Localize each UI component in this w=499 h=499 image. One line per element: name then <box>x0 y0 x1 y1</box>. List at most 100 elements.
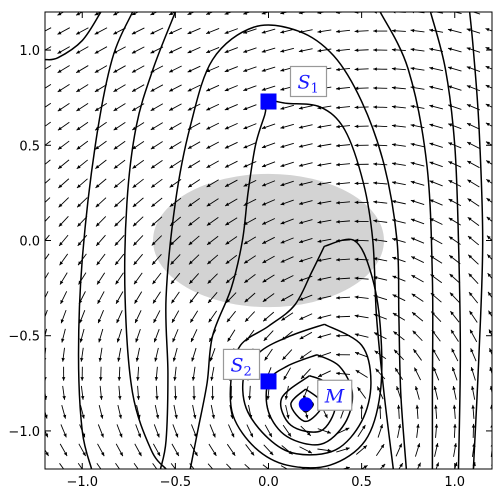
field-arrow <box>433 385 439 400</box>
field-arrow <box>467 198 480 207</box>
field-arrow <box>134 291 143 304</box>
field-arrow <box>243 255 256 264</box>
field-arrow <box>485 103 492 108</box>
field-arrow <box>469 310 478 323</box>
field-arrow <box>317 219 332 224</box>
field-arrow <box>391 143 406 147</box>
field-arrow <box>317 48 332 53</box>
field-arrow <box>206 84 220 92</box>
field-arrow <box>210 366 215 381</box>
field-arrow <box>132 197 144 208</box>
field-arrow <box>224 28 238 34</box>
field-arrow <box>206 122 220 130</box>
point-label: M <box>317 379 353 411</box>
field-arrow <box>466 141 480 149</box>
field-arrow <box>151 235 163 246</box>
field-arrow <box>57 65 70 74</box>
field-arrow <box>45 429 49 438</box>
y-tick-label: 0.0 <box>19 235 40 250</box>
field-arrow <box>317 238 332 243</box>
field-arrow <box>136 366 140 381</box>
field-arrow <box>243 12 252 15</box>
field-arrow <box>262 464 270 469</box>
field-arrow <box>486 254 492 261</box>
field-arrow <box>411 311 424 322</box>
field-arrow <box>280 218 294 225</box>
field-arrow <box>453 442 458 457</box>
field-arrow <box>135 347 140 362</box>
field-arrow <box>317 143 332 148</box>
field-arrow <box>45 234 50 242</box>
field-arrow <box>391 200 406 205</box>
field-arrow <box>373 181 388 185</box>
field-arrow <box>57 121 70 131</box>
field-arrow <box>375 443 385 457</box>
field-arrow <box>471 404 475 419</box>
field-arrow <box>76 159 88 170</box>
field-arrow <box>448 161 462 168</box>
field-arrow <box>489 366 492 376</box>
field-arrow <box>113 122 126 131</box>
field-arrow <box>410 180 425 186</box>
field-arrow <box>280 256 294 263</box>
field-arrow <box>354 238 369 243</box>
field-arrow <box>394 367 403 380</box>
field-arrow <box>261 123 276 130</box>
field-arrow <box>341 466 350 469</box>
field-arrow <box>191 366 196 381</box>
field-arrow <box>244 311 256 323</box>
field-arrow <box>299 331 313 340</box>
field-arrow <box>391 181 406 186</box>
field-arrow <box>60 309 67 324</box>
field-arrow <box>131 46 145 54</box>
field-arrow <box>486 178 492 184</box>
field-arrow <box>115 463 121 469</box>
field-arrow <box>317 181 332 186</box>
field-arrow <box>151 197 163 208</box>
field-arrow <box>282 424 292 437</box>
field-arrow <box>117 347 122 362</box>
field-arrow <box>243 161 257 168</box>
field-arrow <box>471 385 476 400</box>
field-arrow <box>485 46 492 51</box>
field-arrow <box>410 161 425 167</box>
field-arrow <box>114 216 125 227</box>
field-arrow <box>335 315 351 319</box>
field-arrow <box>45 410 48 419</box>
field-arrow <box>172 329 179 343</box>
field-arrow <box>154 404 160 419</box>
field-arrow <box>354 48 369 52</box>
field-arrow <box>488 310 492 318</box>
field-arrow <box>45 389 48 400</box>
field-arrow <box>133 272 143 285</box>
field-arrow <box>113 12 121 16</box>
field-arrow <box>243 28 257 34</box>
field-arrow <box>150 159 163 169</box>
field-arrow <box>416 462 421 469</box>
field-arrow <box>113 197 126 208</box>
field-arrow <box>116 310 123 324</box>
field-arrow <box>133 463 139 469</box>
field-arrow <box>57 84 70 93</box>
field-arrow <box>262 293 275 303</box>
field-arrow <box>317 333 332 339</box>
field-arrow <box>489 348 492 357</box>
field-arrow <box>317 314 332 320</box>
field-arrow <box>284 385 289 400</box>
field-arrow <box>391 29 406 33</box>
field-arrow <box>116 424 123 438</box>
field-arrow <box>225 217 238 226</box>
field-arrow <box>451 367 458 381</box>
field-arrow <box>354 219 369 224</box>
field-arrow <box>224 66 238 73</box>
field-arrow <box>45 46 52 51</box>
field-arrow <box>168 65 182 73</box>
field-arrow <box>97 291 105 305</box>
field-arrow <box>398 462 404 469</box>
field-arrow <box>131 65 145 73</box>
field-arrow <box>96 253 106 266</box>
field-arrow <box>224 12 233 15</box>
field-arrow <box>206 235 219 246</box>
